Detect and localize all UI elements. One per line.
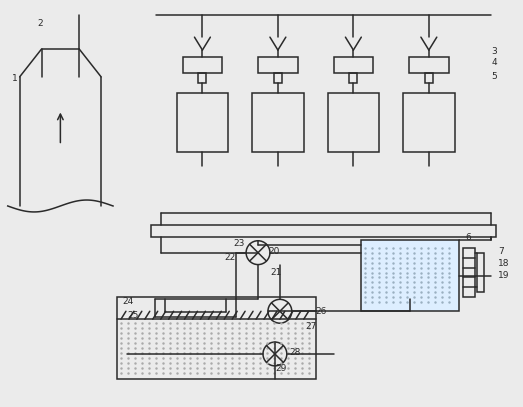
Bar [252, 93, 304, 152]
Text: 4: 4 [492, 59, 497, 68]
Text: 24: 24 [122, 297, 133, 306]
Text: 22: 22 [224, 253, 235, 262]
Text: 29: 29 [275, 364, 286, 373]
Text: 26: 26 [315, 307, 327, 316]
Bar [403, 93, 454, 152]
Text: 19: 19 [498, 271, 510, 280]
Bar [361, 240, 459, 311]
Text: 7: 7 [498, 247, 504, 256]
Text: 5: 5 [492, 72, 497, 81]
Bar [476, 253, 484, 292]
Bar [425, 73, 433, 83]
Bar [183, 57, 222, 73]
Bar [177, 93, 228, 152]
Text: 18: 18 [498, 259, 510, 268]
Text: 25: 25 [127, 311, 138, 320]
Bar [117, 298, 315, 379]
Bar [327, 93, 379, 152]
Text: 3: 3 [492, 46, 497, 55]
Bar [258, 57, 298, 73]
Text: 21: 21 [270, 268, 281, 277]
Bar [349, 73, 357, 83]
Text: 2: 2 [38, 19, 43, 28]
Text: 20: 20 [268, 247, 279, 256]
Text: 27: 27 [306, 322, 317, 330]
Text: 23: 23 [233, 239, 245, 248]
Text: 28: 28 [290, 348, 301, 357]
Bar [409, 57, 449, 73]
Bar [151, 225, 496, 237]
Text: 6: 6 [465, 233, 471, 242]
Text: 1: 1 [12, 74, 17, 83]
Bar [463, 248, 474, 298]
Bar [198, 73, 207, 83]
Bar [334, 57, 373, 73]
Bar [274, 73, 282, 83]
